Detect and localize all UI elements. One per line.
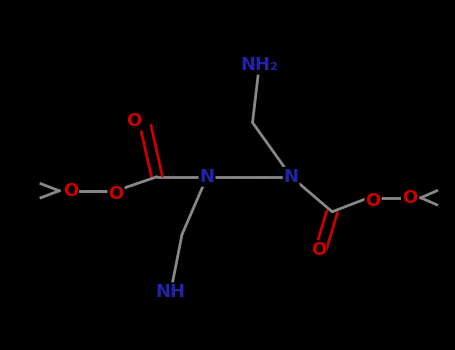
Text: O: O [365, 192, 381, 210]
Text: N: N [284, 168, 298, 186]
Text: NH₂: NH₂ [240, 56, 278, 74]
Text: O: O [126, 112, 142, 130]
Text: N: N [200, 168, 214, 186]
Text: O: O [108, 185, 124, 203]
Text: O: O [311, 241, 326, 259]
Text: NH: NH [156, 283, 186, 301]
Text: O: O [63, 182, 78, 200]
Text: O: O [402, 189, 417, 207]
